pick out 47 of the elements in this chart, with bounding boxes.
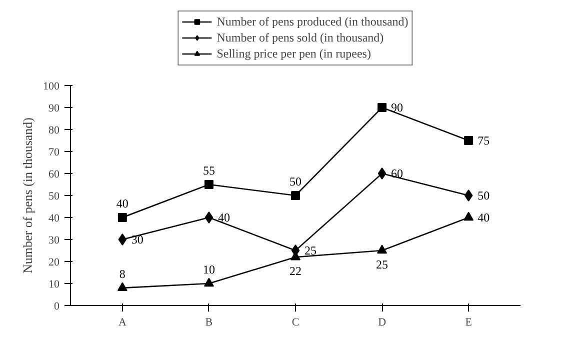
legend-label: Number of pens sold (in thousand) [216,30,384,45]
y-axis-title: Number of pens (in thousand) [20,118,35,274]
y-tick-label: 40 [48,212,60,224]
y-tick-label: 90 [48,102,60,114]
point [204,180,214,189]
legend-label: Number of pens produced (in thousand) [216,14,408,29]
point [464,212,474,221]
data-label: 30 [131,232,144,246]
data-label: 25 [304,244,316,258]
data-label: 90 [391,100,404,114]
point [118,234,127,246]
y-tick-label: 50 [48,190,60,202]
x-tick-label: C [292,316,300,328]
y-tick-label: 80 [48,124,60,136]
y-tick-label: 0 [54,300,60,312]
x-tick-label: B [205,316,213,328]
data-label: 40 [116,196,128,210]
legend-label: Selling price per pen (in rupees) [216,46,371,61]
point [204,278,214,287]
data-label: 50 [478,188,490,202]
y-tick-label: 30 [48,234,60,246]
x-tick-label: A [118,316,126,328]
data-label: 55 [202,164,215,178]
y-tick-label: 70 [48,146,60,158]
point [464,136,474,145]
x-tick-label: E [465,316,472,328]
data-label: 40 [218,210,230,224]
point [204,212,214,224]
y-tick-label: 20 [48,256,60,268]
point [117,282,128,291]
y-tick-label: 10 [48,278,60,290]
data-label: 40 [478,210,490,224]
point [378,168,386,180]
data-label: 8 [119,266,126,281]
point [291,191,300,200]
point [118,213,127,222]
data-label: 50 [290,174,302,188]
data-label: 10 [202,262,215,276]
x-tick-label: D [378,316,386,328]
point [464,190,473,202]
point [378,103,387,112]
data-label: 25 [376,258,388,272]
data-label: 22 [290,264,302,278]
data-label: 75 [478,134,490,148]
point [377,244,388,254]
y-tick-label: 100 [43,80,60,92]
y-tick-label: 60 [48,168,60,180]
